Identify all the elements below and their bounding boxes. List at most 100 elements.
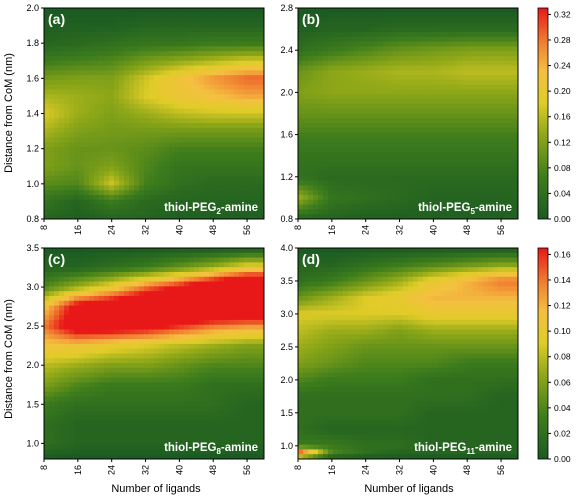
heatmap-cell <box>498 185 504 191</box>
heatmap-cell <box>318 147 324 153</box>
heatmap-cell <box>114 94 120 100</box>
heatmap-cell <box>139 84 145 91</box>
heatmap-cell <box>438 60 444 67</box>
heatmap-cell <box>388 142 394 148</box>
heatmap-cell <box>303 204 309 211</box>
heatmap-cell <box>249 31 255 38</box>
heatmap-cell <box>403 12 409 19</box>
heatmap-cell <box>99 55 105 62</box>
heatmap-cell <box>378 204 384 211</box>
heatmap-cell <box>328 123 334 129</box>
heatmap-cell <box>244 137 250 143</box>
heatmap-cell <box>488 127 494 134</box>
heatmap-cell <box>418 204 424 211</box>
heatmap-cell <box>234 89 240 95</box>
heatmap-cell <box>338 75 344 81</box>
heatmap-cell <box>378 118 384 124</box>
heatmap-cell <box>333 84 339 91</box>
heatmap-cell <box>298 12 304 19</box>
heatmap-cell <box>249 248 255 254</box>
heatmap-cell <box>129 286 135 292</box>
heatmap-cell <box>348 127 354 134</box>
heatmap-cell <box>438 147 444 153</box>
heatmap-cell <box>478 204 484 211</box>
heatmap-cell <box>338 84 344 91</box>
heatmap-cell <box>348 118 354 124</box>
heatmap-cell <box>259 89 264 95</box>
heatmap-cell <box>488 79 494 86</box>
heatmap-cell <box>323 70 329 76</box>
heatmap-cell <box>468 180 474 187</box>
heatmap-cell <box>423 89 429 95</box>
heatmap-cell <box>333 27 339 33</box>
heatmap-cell <box>483 132 489 139</box>
heatmap-cell <box>348 147 354 153</box>
heatmap-cell <box>209 94 215 100</box>
heatmap-cell <box>234 94 240 100</box>
heatmap-cell <box>159 358 165 364</box>
heatmap-cell <box>144 51 150 57</box>
heatmap-cell <box>164 248 170 254</box>
heatmap-cell <box>313 17 319 23</box>
heatmap-cell <box>244 329 250 335</box>
heatmap-cell <box>134 31 140 38</box>
heatmap-cell <box>448 108 454 115</box>
heatmap-cell <box>398 8 404 14</box>
heatmap-cell <box>194 348 200 355</box>
heatmap-cell <box>194 127 200 134</box>
heatmap-cell <box>204 281 210 287</box>
heatmap-cell <box>303 12 309 19</box>
heatmap-cell <box>209 113 215 119</box>
heatmap-cell <box>313 103 319 110</box>
heatmap-cell <box>318 46 324 52</box>
heatmap-cell <box>458 17 464 23</box>
heatmap-cell <box>259 257 264 263</box>
heatmap-cell <box>453 60 459 67</box>
heatmap-cell <box>214 84 220 91</box>
heatmap-cell <box>298 204 304 211</box>
heatmap-cell <box>483 171 489 177</box>
heatmap-cell <box>109 51 115 57</box>
heatmap-cell <box>239 55 245 62</box>
heatmap-cell <box>174 343 180 350</box>
heatmap-cell <box>234 46 240 52</box>
heatmap-cell <box>453 199 459 206</box>
heatmap-cell <box>234 343 240 350</box>
heatmap-cell <box>358 199 364 206</box>
heatmap-cell <box>84 99 90 105</box>
heatmap-cell <box>44 175 50 182</box>
heatmap-cell <box>403 8 409 14</box>
heatmap-cell <box>189 343 195 350</box>
heatmap-cell <box>194 27 200 33</box>
heatmap-cell <box>199 291 205 297</box>
heatmap-cell <box>398 46 404 52</box>
heatmap-cell <box>114 339 120 345</box>
heatmap-cell <box>179 185 185 191</box>
heatmap-cell <box>184 334 190 340</box>
heatmap-cell <box>114 132 120 139</box>
heatmap-cell <box>254 271 260 278</box>
heatmap-cell <box>244 22 250 28</box>
heatmap-cell <box>239 12 245 19</box>
heatmap-cell <box>398 132 404 139</box>
heatmap-cell <box>124 334 130 340</box>
heatmap-cell <box>478 161 484 167</box>
heatmap-cell <box>139 315 145 321</box>
heatmap-cell <box>94 348 100 355</box>
heatmap-cell <box>348 214 354 219</box>
heatmap-cell <box>169 324 175 331</box>
heatmap-cell <box>418 103 424 110</box>
heatmap-cell <box>134 339 140 345</box>
heatmap-cell <box>79 89 85 95</box>
heatmap-cell <box>224 310 230 316</box>
heatmap-cell <box>358 195 364 201</box>
heatmap-cell <box>89 113 95 119</box>
heatmap-cell <box>448 8 454 14</box>
heatmap-cell <box>49 12 55 19</box>
heatmap-cell <box>174 55 180 62</box>
heatmap-cell <box>209 41 215 47</box>
heatmap-cell <box>124 295 130 302</box>
heatmap-cell <box>194 252 200 259</box>
heatmap-cell <box>433 209 439 215</box>
heatmap-cell <box>403 199 409 206</box>
